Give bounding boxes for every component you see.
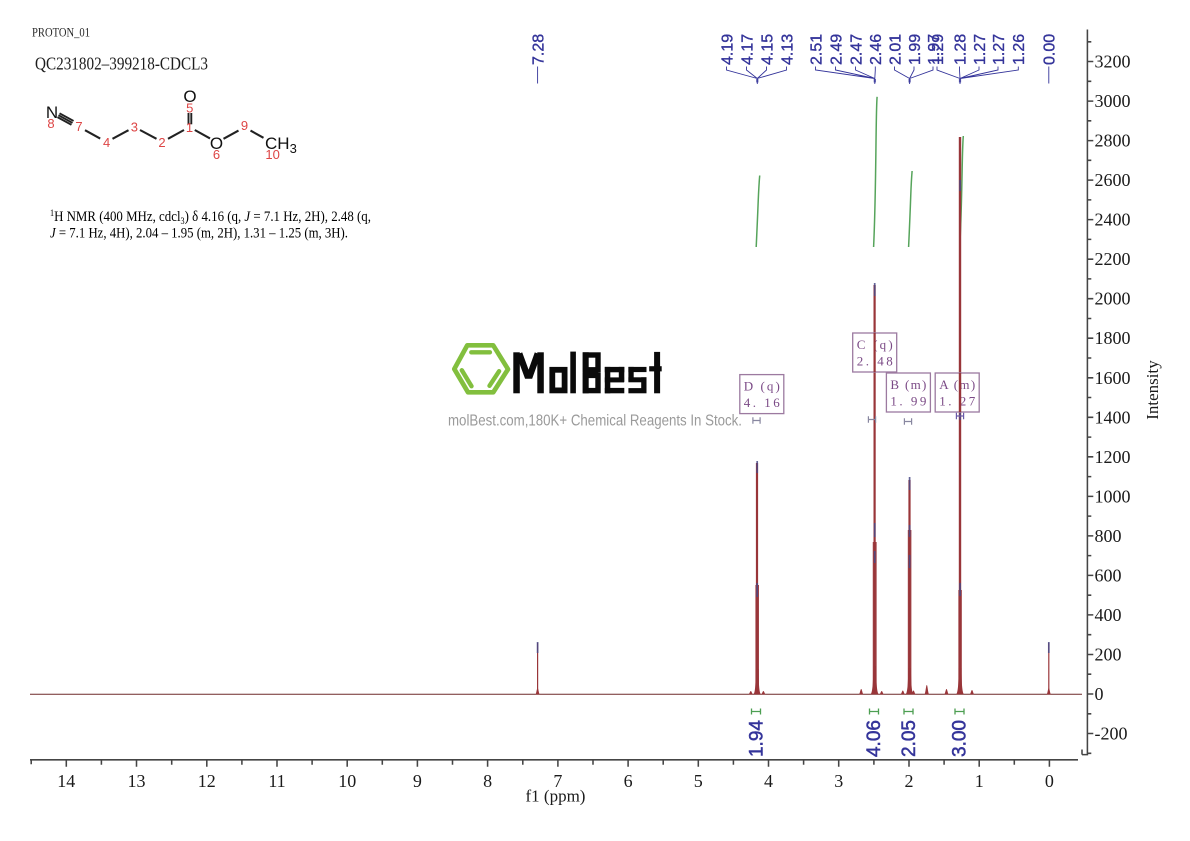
svg-text:J = 7.1 Hz, 4H), 2.04 – 1.95 (: J = 7.1 Hz, 4H), 2.04 – 1.95 (m, 2H), 1.… [50,226,348,242]
svg-text:3: 3 [834,771,843,791]
svg-text:1600: 1600 [1095,368,1131,388]
svg-text:1.28: 1.28 [952,34,969,65]
svg-text:800: 800 [1095,526,1122,546]
svg-text:-200: -200 [1095,724,1128,744]
svg-text:f1 (ppm): f1 (ppm) [526,787,586,806]
svg-text:11: 11 [268,771,285,791]
svg-text:2.46: 2.46 [868,34,885,65]
svg-text:2.51: 2.51 [808,34,825,65]
svg-text:4.15: 4.15 [759,34,776,65]
svg-text:9: 9 [413,771,422,791]
svg-text:10: 10 [265,147,279,162]
svg-text:9: 9 [241,118,248,133]
svg-text:1.27: 1.27 [991,34,1008,65]
svg-text:2000: 2000 [1095,289,1131,309]
svg-text:2800: 2800 [1095,131,1131,151]
svg-text:12: 12 [198,771,216,791]
svg-text:1: 1 [975,771,984,791]
svg-text:5: 5 [186,101,193,116]
svg-text:1. 99: 1. 99 [890,394,926,409]
svg-text:4.19: 4.19 [719,34,736,65]
svg-text:200: 200 [1095,645,1122,665]
svg-text:1.27: 1.27 [972,34,989,65]
svg-text:2: 2 [905,771,914,791]
svg-text:0: 0 [1045,771,1054,791]
svg-text:Intensity: Intensity [1143,360,1162,420]
svg-text:1.29: 1.29 [930,34,947,65]
svg-text:O: O [183,87,196,106]
svg-text:0.00: 0.00 [1042,34,1059,65]
svg-text:1H NMR (400 MHz, cdcl3) δ 4.16: 1H NMR (400 MHz, cdcl3) δ 4.16 (q, J = 7… [50,209,371,227]
svg-text:QC231802–399218-CDCL3: QC231802–399218-CDCL3 [35,54,208,74]
svg-text:molBest.com,180K+ Chemical Rea: molBest.com,180K+ Chemical Reagents In S… [448,413,742,430]
svg-text:1200: 1200 [1095,447,1131,467]
svg-text:3.00: 3.00 [949,720,970,757]
svg-text:2.01: 2.01 [887,34,904,65]
svg-text:O: O [210,134,223,153]
svg-text:1.97: 1.97 [926,34,943,65]
svg-text:CH3: CH3 [265,134,297,156]
svg-text:1400: 1400 [1095,407,1131,427]
svg-text:4.17: 4.17 [739,34,756,65]
svg-text:1.26: 1.26 [1011,34,1028,65]
svg-text:2400: 2400 [1095,210,1131,230]
svg-text:14: 14 [57,771,75,791]
svg-text:2.47: 2.47 [848,34,865,65]
svg-text:1000: 1000 [1095,486,1131,506]
svg-text:2.05: 2.05 [899,720,920,757]
svg-text:3000: 3000 [1095,91,1131,111]
svg-text:6: 6 [213,147,220,162]
svg-text:2600: 2600 [1095,170,1131,190]
svg-text:1.94: 1.94 [747,720,768,757]
svg-text:0: 0 [1095,684,1104,704]
svg-text:400: 400 [1095,605,1122,625]
svg-text:4.13: 4.13 [779,34,796,65]
svg-text:1.99: 1.99 [907,34,924,65]
svg-text:B (m): B (m) [890,377,926,392]
svg-text:2: 2 [158,135,165,150]
svg-text:1800: 1800 [1095,328,1131,348]
svg-text:13: 13 [128,771,146,791]
svg-text:4: 4 [764,771,773,791]
svg-text:4: 4 [103,135,110,150]
svg-text:8: 8 [47,116,54,131]
svg-text:4.06: 4.06 [864,720,885,757]
svg-text:3: 3 [131,120,138,135]
svg-text:7.28: 7.28 [530,34,547,65]
svg-text:D (q): D (q) [744,379,780,394]
svg-text:6: 6 [624,771,633,791]
svg-text:10: 10 [338,771,356,791]
svg-text:7: 7 [553,771,562,791]
svg-text:2200: 2200 [1095,249,1131,269]
svg-text:8: 8 [483,771,492,791]
svg-text:3200: 3200 [1095,52,1131,72]
svg-text:N: N [46,103,58,122]
svg-text:1: 1 [186,120,193,135]
svg-text:2.49: 2.49 [828,34,845,65]
svg-text:5: 5 [694,771,703,791]
svg-text:PROTON_01: PROTON_01 [32,25,90,40]
svg-text:600: 600 [1095,565,1122,585]
svg-text:7: 7 [75,119,82,134]
